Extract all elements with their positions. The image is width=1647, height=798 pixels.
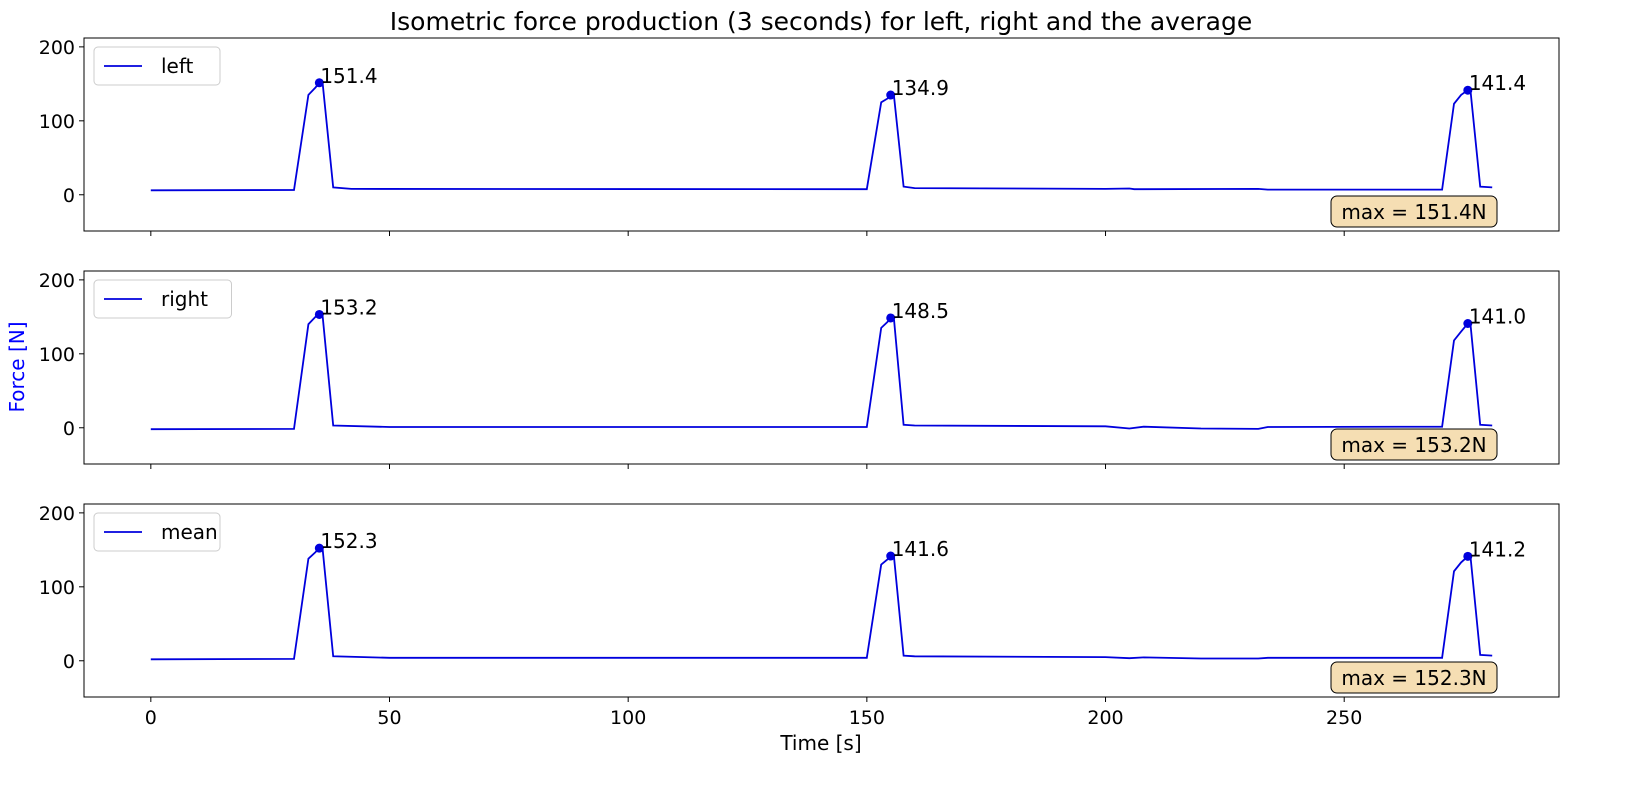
x-tick-label: 150 xyxy=(849,707,885,729)
peak-marker xyxy=(1463,551,1473,561)
legend-box xyxy=(93,279,232,319)
peak-marker xyxy=(1463,85,1473,95)
max-label: max = 153.2N xyxy=(1341,433,1486,457)
peak-label: 151.4 xyxy=(320,64,377,88)
peak-label: 141.4 xyxy=(1469,71,1526,95)
legend-label: right xyxy=(161,287,208,311)
peak-marker xyxy=(314,309,324,319)
peak-label: 153.2 xyxy=(320,295,377,319)
y-axis-label: Force [N] xyxy=(5,321,29,412)
axes-frame-left xyxy=(83,37,1560,232)
max-box xyxy=(1330,195,1498,228)
peak-label: 134.9 xyxy=(892,76,949,100)
legend-label: mean xyxy=(161,520,218,544)
series-line-left xyxy=(150,81,1493,192)
y-tick-label: 0 xyxy=(63,185,75,207)
y-tick-label: 0 xyxy=(63,651,75,673)
peak-label: 141.6 xyxy=(892,537,949,561)
y-tick-label: 100 xyxy=(39,344,75,366)
peak-label: 152.3 xyxy=(320,529,377,553)
series-line-right xyxy=(150,313,1493,431)
x-axis-label: Time [s] xyxy=(779,731,861,755)
y-tick-label: 100 xyxy=(39,111,75,133)
peak-marker xyxy=(886,551,896,561)
series-line-mean xyxy=(150,546,1493,661)
chart-title: Isometric force production (3 seconds) f… xyxy=(390,7,1252,36)
peak-label: 141.0 xyxy=(1469,305,1526,329)
y-tick-label: 200 xyxy=(39,270,75,292)
y-tick-label: 200 xyxy=(39,37,75,59)
max-label: max = 151.4N xyxy=(1341,200,1486,224)
peak-marker xyxy=(314,543,324,553)
axes-frame-mean xyxy=(83,503,1560,698)
peak-label: 148.5 xyxy=(892,299,949,323)
x-tick-label: 250 xyxy=(1326,707,1362,729)
y-tick-label: 100 xyxy=(39,577,75,599)
peak-marker xyxy=(1463,319,1473,329)
x-tick-label: 100 xyxy=(610,707,646,729)
x-tick-label: 0 xyxy=(145,707,157,729)
max-box xyxy=(1330,428,1498,461)
legend-label: left xyxy=(161,54,194,78)
max-box xyxy=(1330,661,1498,694)
legend-box xyxy=(93,46,221,86)
peak-marker xyxy=(886,90,896,100)
y-tick-label: 0 xyxy=(63,418,75,440)
axes-frame-right xyxy=(83,270,1560,465)
x-tick-label: 50 xyxy=(377,707,401,729)
legend-box xyxy=(93,512,221,552)
peak-label: 141.2 xyxy=(1469,537,1526,561)
max-label: max = 152.3N xyxy=(1341,666,1486,690)
peak-marker xyxy=(886,313,896,323)
x-tick-label: 200 xyxy=(1087,707,1123,729)
y-tick-label: 200 xyxy=(39,503,75,525)
peak-marker xyxy=(314,78,324,88)
